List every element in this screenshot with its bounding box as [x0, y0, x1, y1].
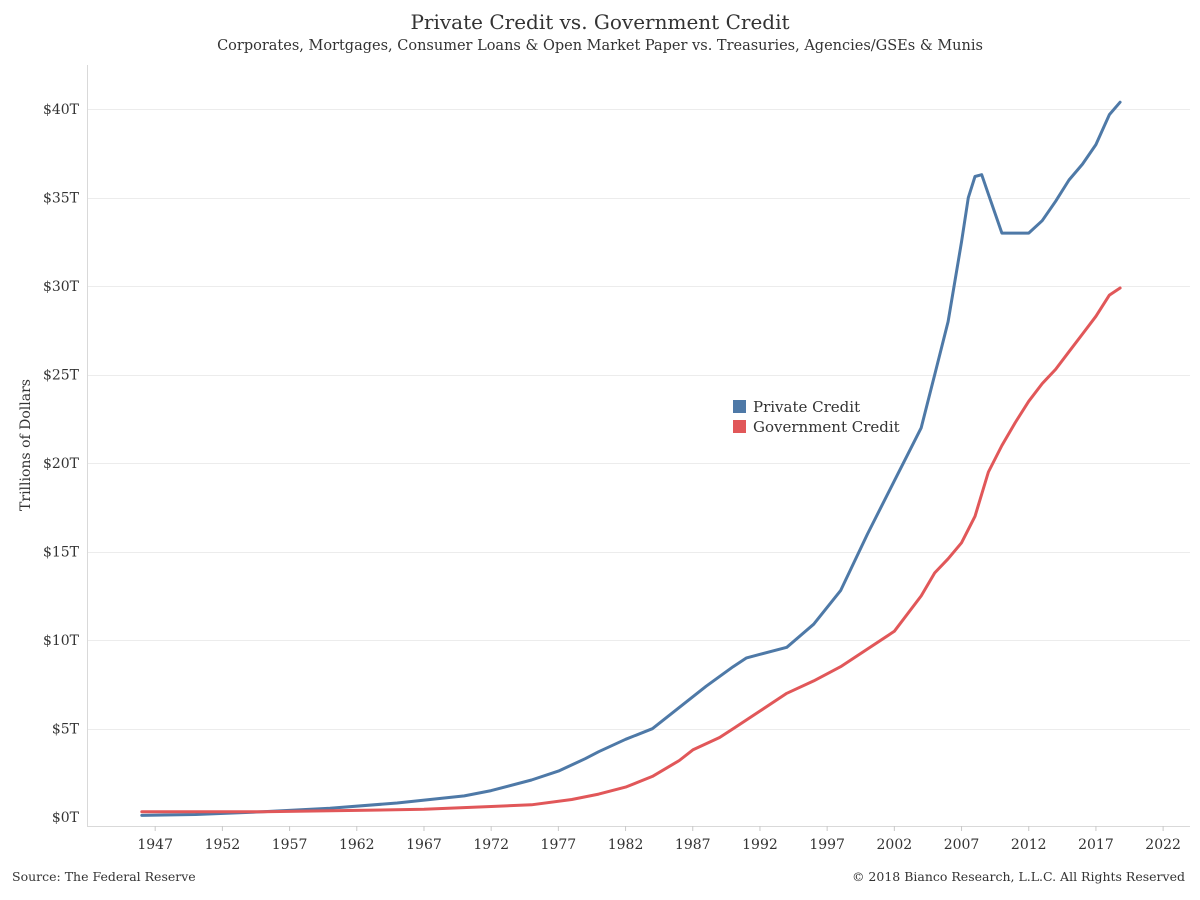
x-tick-label: 2012	[1011, 837, 1047, 853]
source-note: Source: The Federal Reserve	[12, 869, 196, 884]
x-tick-label: 2007	[944, 837, 980, 853]
y-tick-label: $25T	[43, 368, 80, 384]
x-tick-label: 1977	[541, 837, 577, 853]
x-tick-label: 1997	[809, 837, 845, 853]
series-line-government-credit	[140, 286, 1122, 814]
y-tick-label: $0T	[52, 810, 80, 826]
y-axis-ticks: $0T $5T $10T $15T $20T $25T $30T $35T $40T	[43, 102, 80, 826]
x-tick-label: 2002	[877, 837, 913, 853]
x-tick-label: 1982	[608, 837, 644, 853]
x-axis-ticks: 1947 1952 1957 1962 1967 1972 1977 1982 1987 1992…	[137, 826, 1181, 853]
copyright-note: © 2018 Bianco Research, L.L.C. All Right…	[851, 869, 1185, 884]
chart-title: Private Credit vs. Government Credit	[410, 10, 790, 34]
legend-swatch	[733, 420, 746, 433]
x-tick-label: 1987	[675, 837, 711, 853]
x-tick-label: 2017	[1078, 837, 1114, 853]
legend-swatch	[733, 400, 746, 413]
y-tick-label: $15T	[43, 545, 80, 561]
x-tick-label: 1952	[205, 837, 241, 853]
y-axis-label: Trillions of Dollars	[18, 379, 34, 511]
legend-label: Private Credit	[753, 398, 860, 416]
y-tick-label: $20T	[43, 456, 80, 472]
x-tick-label: 1957	[272, 837, 308, 853]
series-line-private-credit	[140, 100, 1122, 817]
y-tick-label: $40T	[43, 102, 80, 118]
legend: Private Credit Government Credit	[733, 398, 900, 436]
y-tick-label: $30T	[43, 279, 80, 295]
x-tick-label: 1947	[137, 837, 173, 853]
gridlines	[88, 109, 1190, 730]
x-tick-label: 1967	[406, 837, 442, 853]
x-tick-label: 1992	[742, 837, 778, 853]
y-tick-label: $10T	[43, 633, 80, 649]
chart-subtitle: Corporates, Mortgages, Consumer Loans & …	[217, 38, 983, 54]
legend-label: Government Credit	[753, 418, 900, 436]
x-tick-label: 1962	[339, 837, 375, 853]
x-tick-label: 1972	[473, 837, 509, 853]
y-tick-label: $5T	[52, 722, 80, 738]
y-tick-label: $35T	[43, 191, 80, 207]
series-lines	[140, 100, 1122, 817]
x-tick-label: 2022	[1145, 837, 1181, 853]
